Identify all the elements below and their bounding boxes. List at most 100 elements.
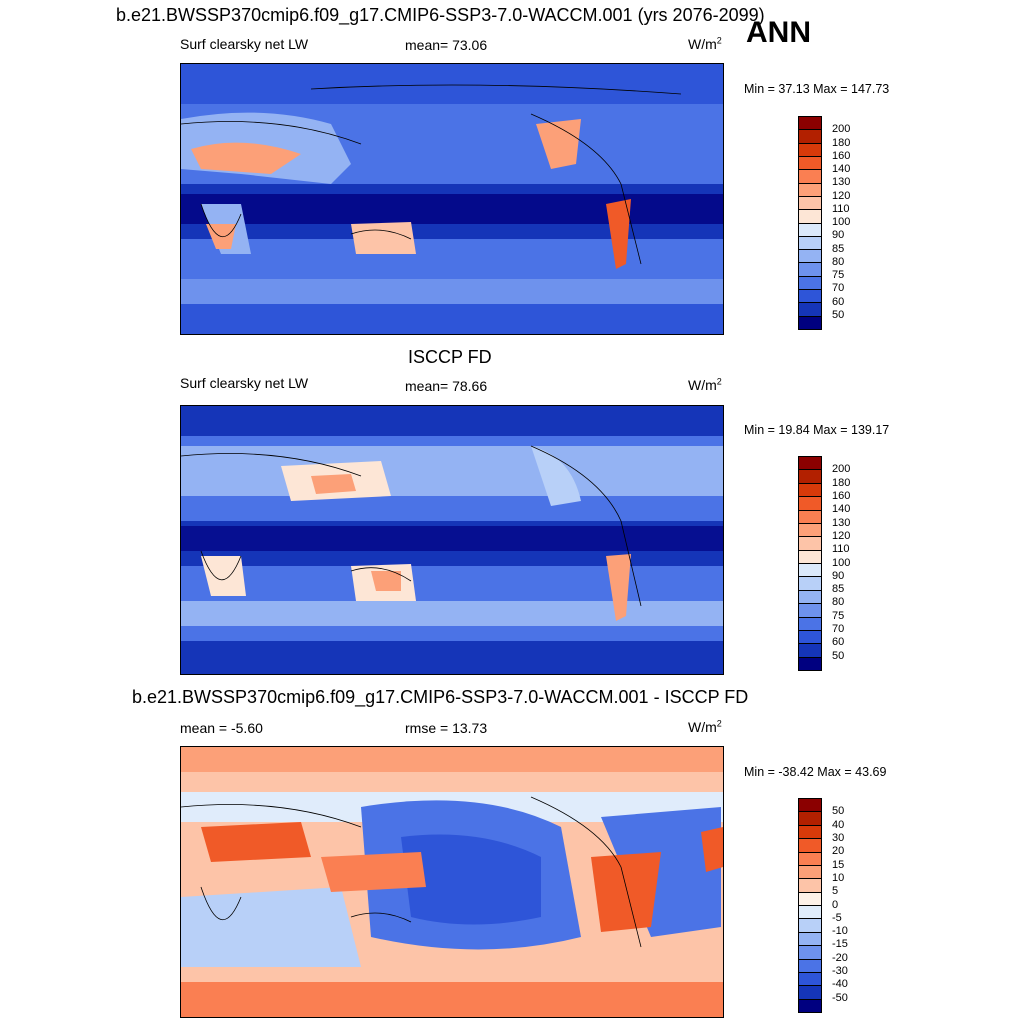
colorbar-swatch bbox=[799, 577, 821, 591]
colorbar-tick-label: 110 bbox=[832, 202, 850, 215]
colorbar-swatch bbox=[799, 932, 821, 947]
colorbar-tick-label: 90 bbox=[832, 229, 845, 242]
colorbar-swatch bbox=[799, 812, 821, 826]
colorbar-swatch bbox=[799, 986, 821, 1000]
colorbar-swatch bbox=[799, 223, 821, 237]
colorbar-tick-label: 60 bbox=[832, 295, 845, 308]
colorbar bbox=[798, 116, 822, 330]
map-plot bbox=[180, 746, 724, 1018]
colorbar-swatch bbox=[799, 523, 821, 538]
colorbar-tick-label: 60 bbox=[832, 636, 845, 649]
mean-label: mean= 73.06 bbox=[405, 37, 488, 53]
colorbar-swatch bbox=[799, 263, 821, 277]
colorbar-tick-label: 30 bbox=[832, 831, 845, 844]
colorbar-swatch bbox=[799, 510, 821, 524]
colorbar-swatch bbox=[799, 236, 821, 251]
colorbar-swatch bbox=[799, 892, 821, 906]
panel-title: b.e21.BWSSP370cmip6.f09_g17.CMIP6-SSP3-7… bbox=[132, 687, 749, 707]
colorbar-swatch bbox=[799, 972, 821, 987]
colorbar-tick-label: 90 bbox=[832, 569, 845, 582]
colorbar-tick-label: 20 bbox=[832, 845, 845, 858]
colorbar-tick-label: 75 bbox=[832, 609, 845, 622]
colorbar-tick-label: 70 bbox=[832, 282, 845, 295]
colorbar-swatch bbox=[799, 537, 821, 551]
colorbar-swatch bbox=[799, 550, 821, 564]
colorbar-tick-label: 120 bbox=[832, 529, 851, 542]
colorbar-tick-label: 50 bbox=[832, 805, 845, 818]
colorbar-tick-label: 5 bbox=[832, 885, 839, 898]
colorbar-tick-label: 160 bbox=[832, 489, 851, 502]
colorbar-swatch bbox=[799, 959, 821, 973]
colorbar-swatch bbox=[799, 117, 821, 131]
min-max-label: Min = 37.13 Max = 147.73 bbox=[744, 82, 890, 96]
colorbar-tick-label: 100 bbox=[832, 556, 851, 569]
colorbar-swatch bbox=[799, 617, 821, 631]
colorbar-tick-label: 120 bbox=[832, 189, 851, 202]
colorbar-swatch bbox=[799, 946, 821, 960]
colorbar-tick-label: 40 bbox=[832, 818, 845, 831]
colorbar-swatch bbox=[799, 130, 821, 144]
panel-title: ISCCP FD bbox=[408, 347, 492, 367]
colorbar-swatch bbox=[799, 865, 821, 880]
colorbar-tick-label: 50 bbox=[832, 649, 845, 662]
min-max-label: Min = 19.84 Max = 139.17 bbox=[744, 423, 890, 437]
colorbar-swatch bbox=[799, 156, 821, 171]
colorbar-tick-label: 0 bbox=[832, 898, 839, 911]
colorbar-swatch bbox=[799, 879, 821, 893]
variable-label: Surf clearsky net LW bbox=[180, 375, 309, 391]
colorbar-tick-label: 80 bbox=[832, 596, 845, 609]
colorbar-swatch bbox=[799, 183, 821, 197]
colorbar-tick-label: -30 bbox=[832, 965, 848, 978]
colorbar-swatch bbox=[799, 143, 821, 157]
colorbar bbox=[798, 456, 822, 671]
mean-label: mean= 78.66 bbox=[405, 378, 488, 394]
min-max-label: Min = -38.42 Max = 43.69 bbox=[744, 765, 887, 779]
colorbar-swatch bbox=[799, 483, 821, 498]
colorbar-swatch bbox=[799, 303, 821, 317]
colorbar-swatch bbox=[799, 564, 821, 578]
mean-label: mean = -5.60 bbox=[180, 720, 263, 736]
colorbar-tick-label: 130 bbox=[832, 516, 851, 529]
colorbar-tick-label: 10 bbox=[832, 871, 845, 884]
colorbar-tick-label: 70 bbox=[832, 623, 845, 636]
colorbar-tick-label: 200 bbox=[832, 123, 851, 136]
colorbar-tick-label: 110 bbox=[832, 543, 850, 556]
colorbar-swatch bbox=[799, 839, 821, 853]
colorbar-swatch bbox=[799, 644, 821, 658]
colorbar-swatch bbox=[799, 457, 821, 471]
colorbar-tick-label: 15 bbox=[832, 858, 845, 871]
colorbar-tick-label: -15 bbox=[832, 938, 848, 951]
panel-title: b.e21.BWSSP370cmip6.f09_g17.CMIP6-SSP3-7… bbox=[116, 5, 765, 25]
colorbar-tick-label: -10 bbox=[832, 925, 848, 938]
colorbar-swatch bbox=[799, 497, 821, 511]
variable-label: Surf clearsky net LW bbox=[180, 36, 309, 52]
colorbar-swatch bbox=[799, 470, 821, 484]
colorbar-tick-label: 200 bbox=[832, 463, 851, 476]
map-plot bbox=[180, 63, 724, 335]
colorbar-swatch bbox=[799, 290, 821, 304]
colorbar-tick-label: 50 bbox=[832, 308, 845, 321]
colorbar-tick-label: 75 bbox=[832, 269, 845, 281]
colorbar bbox=[798, 798, 822, 1013]
colorbar-tick-label: 180 bbox=[832, 476, 851, 489]
colorbar-tick-label: -5 bbox=[832, 911, 842, 924]
colorbar-swatch bbox=[799, 210, 821, 224]
colorbar-swatch bbox=[799, 852, 821, 866]
colorbar-tick-label: 140 bbox=[832, 503, 851, 516]
colorbar-swatch bbox=[799, 999, 821, 1012]
colorbar-swatch bbox=[799, 604, 821, 618]
colorbar-swatch bbox=[799, 799, 821, 813]
units-label: W/m2 bbox=[688, 718, 722, 735]
colorbar-tick-label: 100 bbox=[832, 216, 851, 228]
colorbar-tick-label: 85 bbox=[832, 242, 845, 255]
colorbar-tick-label: 85 bbox=[832, 583, 845, 596]
units-label: W/m2 bbox=[688, 376, 722, 393]
colorbar-swatch bbox=[799, 906, 821, 920]
colorbar-tick-label: 80 bbox=[832, 255, 845, 268]
season-label: ANN bbox=[746, 16, 811, 49]
colorbar-tick-label: 180 bbox=[832, 136, 851, 149]
rmse-label: rmse = 13.73 bbox=[405, 720, 488, 736]
colorbar-swatch bbox=[799, 630, 821, 645]
colorbar-swatch bbox=[799, 276, 821, 291]
colorbar-swatch bbox=[799, 170, 821, 184]
